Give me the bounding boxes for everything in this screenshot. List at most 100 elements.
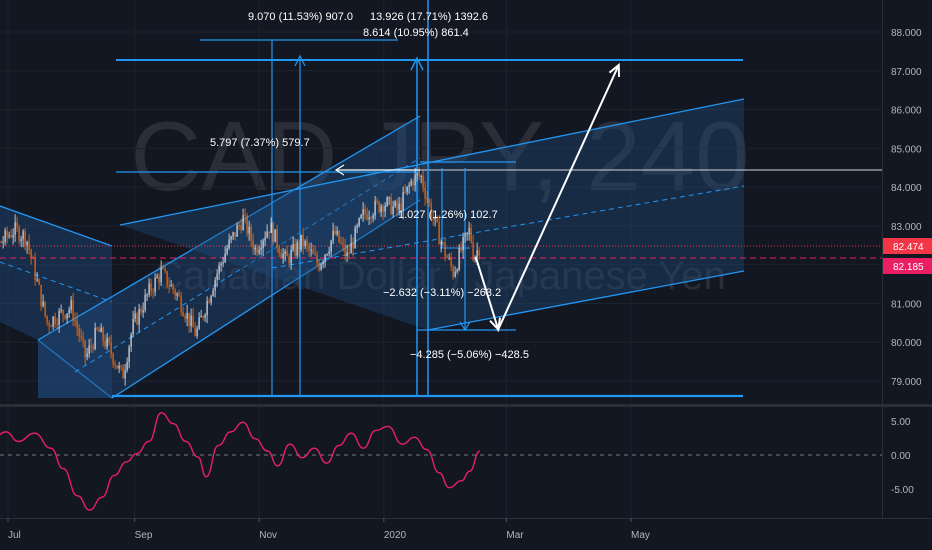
candle-body xyxy=(286,251,288,257)
candle-body xyxy=(174,290,176,296)
candle-body xyxy=(438,221,440,245)
candle-body xyxy=(108,338,110,343)
candle-body xyxy=(382,205,384,212)
candle-body xyxy=(30,249,32,258)
candle-body xyxy=(94,328,96,349)
pane-separator[interactable] xyxy=(0,404,932,407)
candle-body xyxy=(424,187,426,199)
candle-body xyxy=(24,231,26,246)
candle-body xyxy=(160,268,162,282)
candle-body xyxy=(358,218,360,226)
candle-body xyxy=(310,249,312,251)
price-tick-label: 88.000 xyxy=(891,28,922,39)
candle-body xyxy=(14,222,16,235)
candle-body xyxy=(398,203,400,210)
candle-body xyxy=(122,367,124,379)
candle-body xyxy=(224,253,226,263)
candle-body xyxy=(218,265,220,274)
price-tick-label: 84.000 xyxy=(891,183,922,194)
candle-body xyxy=(126,362,128,371)
candle-body xyxy=(204,315,206,318)
secondary-price-badge: 82.185 xyxy=(883,258,932,274)
candle-body xyxy=(96,328,98,330)
candle-body xyxy=(436,216,438,222)
candle-body xyxy=(198,317,200,329)
candle-body xyxy=(252,240,254,250)
measure-label-3: 8.614 (10.95%) 861.4 xyxy=(363,27,469,39)
candle-body xyxy=(368,217,370,220)
candle-body xyxy=(326,253,328,255)
candle-body xyxy=(178,293,180,297)
candle-body xyxy=(300,234,302,250)
time-axis[interactable] xyxy=(0,518,882,550)
candle-body xyxy=(82,336,84,341)
candle-body xyxy=(140,308,142,313)
candle-body xyxy=(244,215,246,217)
candle-body xyxy=(428,199,430,203)
candle-body xyxy=(312,249,314,254)
candle-body xyxy=(478,250,480,256)
measure-label-1: 9.070 (11.53%) 907.0 xyxy=(248,11,353,23)
candle-body xyxy=(420,176,422,178)
candle-body xyxy=(340,242,342,244)
candle-body xyxy=(354,227,356,249)
candle-body xyxy=(242,215,244,230)
candle-body xyxy=(388,197,390,199)
candle-body xyxy=(74,320,76,322)
candle-body xyxy=(110,342,112,354)
candle-body xyxy=(250,226,252,241)
candle-body xyxy=(408,185,410,187)
candle-body xyxy=(446,256,448,258)
candle-body xyxy=(356,225,358,228)
candle-body xyxy=(84,340,86,357)
candle-body xyxy=(40,284,42,307)
candle-body xyxy=(186,312,188,319)
last-price-value: 82.474 xyxy=(893,242,924,253)
candle-body xyxy=(266,231,268,238)
candle-body xyxy=(280,253,282,258)
candle-body xyxy=(394,201,396,207)
candle-body xyxy=(68,309,70,314)
candle-body xyxy=(234,232,236,237)
candle-body xyxy=(464,233,466,237)
candle-body xyxy=(414,174,416,186)
measure-label-7: −4.285 (−5.06%) −428.5 xyxy=(410,349,529,361)
candle-body xyxy=(380,205,382,212)
candle-body xyxy=(226,248,228,254)
candle-body xyxy=(348,252,350,254)
measure-label-5: 1.027 (1.26%) 102.7 xyxy=(398,209,498,221)
price-tick-label: 87.000 xyxy=(891,67,922,78)
candle-body xyxy=(324,254,326,262)
candle-body xyxy=(138,308,140,325)
candle-body xyxy=(290,249,292,264)
price-axis[interactable] xyxy=(883,0,932,404)
candle-body xyxy=(78,328,80,337)
candle-body xyxy=(212,290,214,296)
oscillator-tick-label: 5.00 xyxy=(891,417,911,428)
candle-body xyxy=(402,192,404,211)
candle-body xyxy=(106,338,108,347)
candle-body xyxy=(434,216,436,220)
time-tick-label: Jul xyxy=(8,530,21,541)
candle-body xyxy=(172,284,174,291)
candle-body xyxy=(432,217,434,220)
candle-body xyxy=(58,310,60,325)
candle-body xyxy=(12,234,14,238)
candle-body xyxy=(228,239,230,249)
candle-body xyxy=(452,266,454,277)
candle-body xyxy=(456,269,458,272)
candle-body xyxy=(114,363,116,366)
time-tick-label: Mar xyxy=(506,530,524,541)
candle-body xyxy=(56,324,58,326)
candle-body xyxy=(120,365,122,368)
arrow-left-marker xyxy=(334,164,420,176)
oscillator-axis-ticks: 5.00 0.00 -5.00 xyxy=(891,417,914,496)
candle-body xyxy=(98,329,100,333)
candle-body xyxy=(396,201,398,210)
candle-body xyxy=(372,215,374,219)
measure-label-4: 5.797 (7.37%) 579.7 xyxy=(210,137,310,149)
candle-body xyxy=(164,268,166,272)
candle-body xyxy=(148,283,150,295)
candle-body xyxy=(162,268,164,270)
